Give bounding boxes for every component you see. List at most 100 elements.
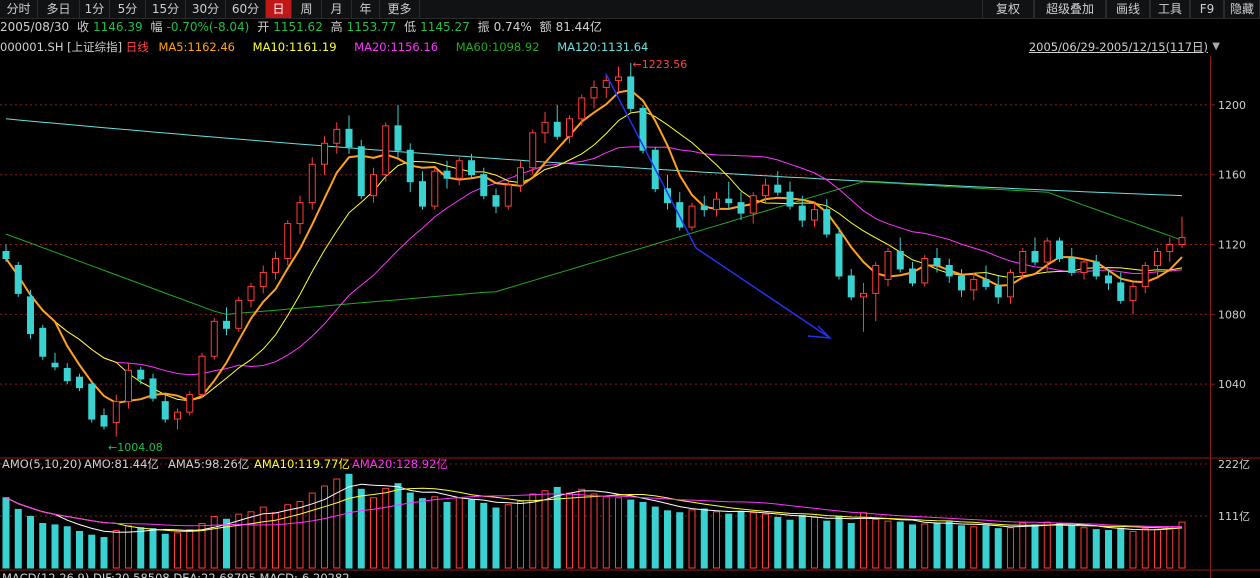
date-range-selector[interactable]: 2005/06/29-2005/12/15(117日) (1028, 40, 1208, 54)
annotations: ←1223.56 ←1004.08 AMO(5,10,20) AMO:81.44亿 AM… (2, 58, 832, 578)
period-tab-6[interactable]: 60分 (226, 0, 266, 18)
volume-bar (468, 499, 475, 569)
volume-bar (1129, 530, 1137, 569)
candle-body (749, 195, 757, 214)
amount-label: 额 (539, 20, 552, 34)
candle-body (725, 198, 733, 204)
volume-legend-4: AMA20:128.92亿 (352, 457, 448, 471)
volume-bar (725, 513, 733, 569)
toolbar-button-5[interactable]: 隐藏 (1224, 0, 1260, 18)
period-tab-1[interactable]: 多日 (38, 0, 80, 18)
volume-bar (651, 506, 659, 569)
toolbar-button-4[interactable]: F9 (1190, 0, 1224, 18)
volume-bar (688, 509, 696, 569)
toolbar-button-3[interactable]: 工具 (1150, 0, 1190, 18)
candle-body (431, 170, 439, 207)
candle-body (357, 146, 365, 197)
candle-body (39, 327, 47, 357)
period-tab-0[interactable]: 分时 (0, 0, 38, 18)
period-tab-8[interactable]: 周 (292, 0, 322, 18)
change-label: 幅 (150, 20, 163, 34)
candle-body (798, 205, 806, 221)
candle-body (566, 118, 573, 137)
candle-body (272, 257, 279, 273)
volume-bar (186, 529, 194, 569)
volume-bar (112, 530, 120, 569)
volume-bar (1080, 527, 1088, 569)
period-tab-9[interactable]: 月 (322, 0, 352, 18)
ama5-line (5, 483, 1183, 533)
volume-bar (2, 497, 10, 569)
candle-body (1105, 275, 1112, 284)
candle-body (149, 378, 157, 399)
close-value: 1146.39 (93, 20, 143, 34)
volume-bar (786, 519, 794, 569)
trend-arrow-head (807, 325, 832, 339)
volume-bar (198, 522, 206, 569)
toolbar-button-0[interactable]: 复权 (982, 0, 1034, 18)
volume-bar (541, 490, 549, 569)
candle-body (896, 251, 904, 270)
candle-body (529, 132, 537, 169)
volume-bar (933, 522, 941, 569)
period-tab-10[interactable]: 年 (352, 0, 380, 18)
volume-bar (296, 500, 304, 569)
volume-bar (88, 534, 96, 569)
candle-body (517, 167, 524, 186)
candle-body (688, 205, 696, 228)
candle-body (762, 184, 769, 197)
price-tick-label: 1040 (1218, 378, 1246, 391)
volume-bar (27, 515, 34, 569)
volume-bar (884, 520, 892, 569)
period-tab-2[interactable]: 1分 (80, 0, 110, 18)
volume-bar (774, 516, 782, 569)
candle-body (259, 271, 267, 287)
vol-tick-label: 111亿 (1218, 510, 1250, 523)
toolbar-button-2[interactable]: 画线 (1106, 0, 1150, 18)
volume-bar (762, 513, 769, 569)
candle-body (664, 188, 671, 204)
candle-body (1007, 271, 1014, 298)
ma120-value: MA120:1131.64 (557, 40, 649, 54)
volume-bar (308, 492, 316, 569)
dropdown-triangle-icon[interactable]: ▼ (1212, 41, 1220, 52)
ma60-line (5, 181, 1183, 315)
volume-bar (39, 522, 47, 569)
volume-bar (443, 501, 451, 569)
volume-bar (958, 525, 965, 569)
volume-bar (970, 526, 978, 569)
price-tick-label: 1080 (1218, 308, 1246, 321)
high-value: 1153.77 (346, 20, 397, 34)
volume-bar (480, 502, 488, 569)
volume-bar (223, 518, 230, 569)
volume-legend-1: AMO:81.44亿 (84, 457, 159, 471)
right-axis-line (1210, 56, 1211, 578)
volume-bar (1154, 529, 1161, 569)
volume-bar (847, 522, 855, 569)
volume-bar (566, 492, 573, 569)
volume-bar (284, 504, 292, 569)
ama10-line (5, 487, 1183, 532)
period-tab-7[interactable]: 日 (266, 0, 292, 18)
volume-bar (921, 523, 929, 569)
volume-bar (345, 473, 353, 569)
period-tab-11[interactable]: 更多 (380, 0, 420, 18)
volume-bar (982, 525, 990, 569)
kline-chart[interactable]: 1200 1160 1120 1080 1040 222亿 111亿 ←1223.56 ←10… (0, 56, 1260, 578)
period-tab-5[interactable]: 30分 (186, 0, 226, 18)
volume-bar (1043, 521, 1051, 569)
vol-tick-label: 222亿 (1218, 458, 1250, 471)
ma5-line (5, 89, 1183, 405)
amplitude-value: 0.74% (493, 20, 532, 34)
candle-body (1166, 244, 1174, 253)
volume-bar (553, 486, 561, 569)
period-tab-4[interactable]: 15分 (146, 0, 186, 18)
candle-body (590, 86, 598, 99)
volume-bar (357, 488, 365, 569)
candle-body (455, 160, 463, 179)
volume-bar (333, 478, 341, 569)
toolbar-button-1[interactable]: 超级叠加 (1034, 0, 1106, 18)
candle-body (394, 125, 402, 151)
period-tab-3[interactable]: 5分 (110, 0, 146, 18)
volume-bar (860, 512, 867, 569)
